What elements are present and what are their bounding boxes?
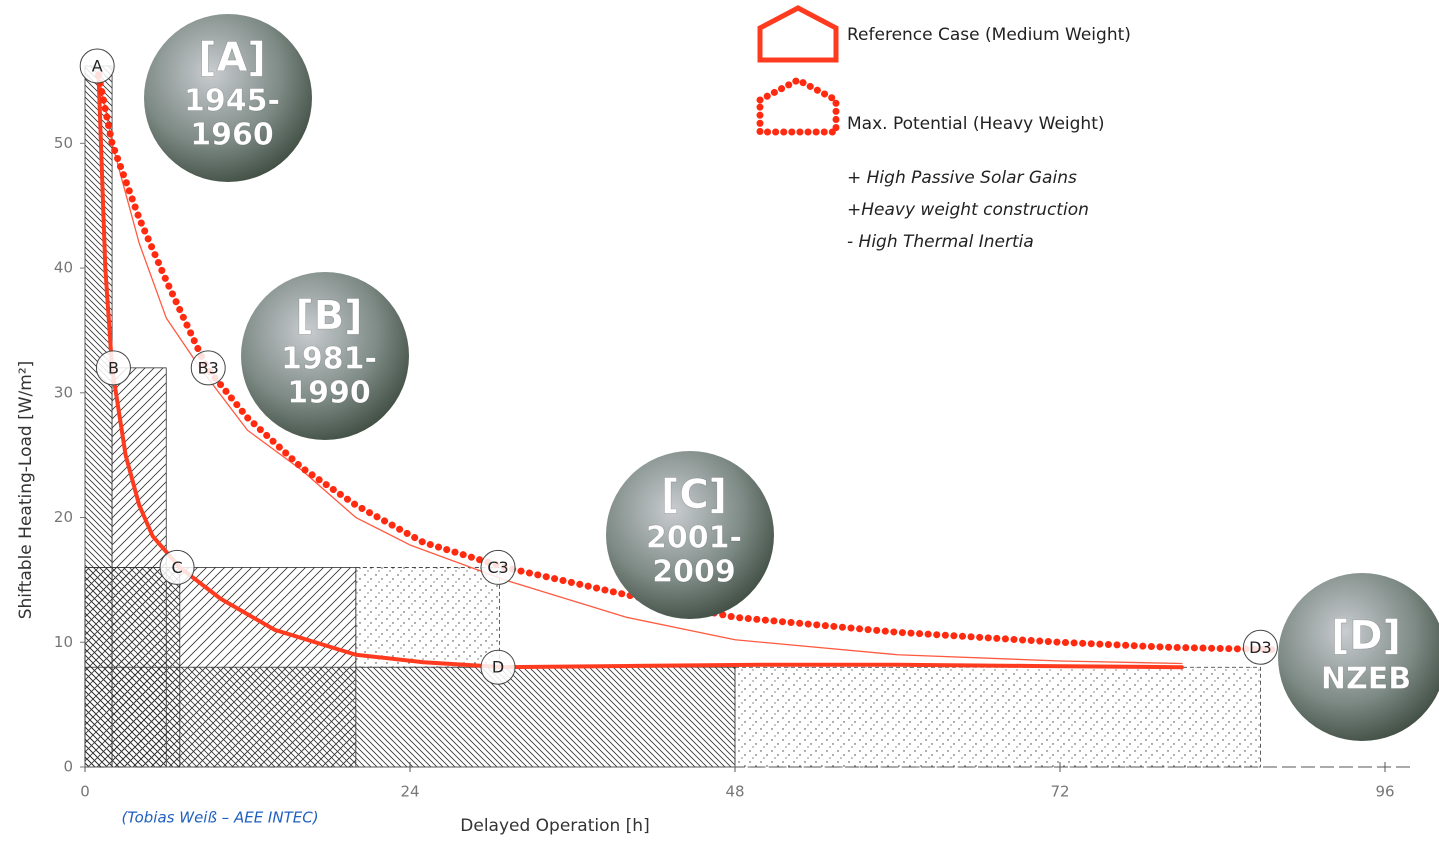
x-tick-label: 24 [400, 783, 419, 801]
photo-years: 1960 [190, 118, 274, 153]
note: + High Passive Solar Gains [847, 168, 1077, 188]
point-label: A [92, 57, 103, 76]
photo [241, 272, 409, 440]
photo-years: 1945- [184, 84, 280, 119]
point-marker [159, 549, 195, 585]
point-marker [95, 350, 131, 386]
y-tick-label: 20 [54, 508, 73, 526]
y-tick-label: 30 [54, 383, 73, 401]
point-label: D3 [1249, 638, 1272, 657]
legend-label: Reference Case (Medium Weight) [847, 25, 1131, 45]
hatched-region [84, 65, 113, 768]
x-tick-label: 48 [725, 783, 744, 801]
photo-tag: [A] [198, 35, 266, 81]
series-line [97, 74, 1183, 665]
y-axis-label: Shiftable Heating-Load [W/m²] [16, 361, 36, 620]
hatched-region [355, 567, 500, 668]
point-label: C [171, 558, 182, 577]
photo-years: 1990 [287, 376, 371, 411]
photo-years: NZEB [1321, 662, 1411, 697]
point-label: C3 [487, 558, 508, 577]
photo-years: 1981- [281, 342, 377, 377]
y-tick-label: 50 [54, 134, 73, 152]
note: +Heavy weight construction [847, 200, 1089, 220]
photo-tag: [C] [661, 472, 727, 518]
x-tick-label: 72 [1050, 783, 1069, 801]
y-tick-label: 0 [63, 758, 73, 776]
note: - High Thermal Inertia [847, 232, 1034, 252]
point-marker [480, 549, 516, 585]
photo-years: 2001- [646, 521, 742, 556]
legend-icon [756, 76, 840, 136]
series-line [95, 71, 1281, 654]
x-axis-label: Delayed Operation [h] [460, 816, 649, 836]
point-label: B3 [198, 358, 219, 377]
series-line [96, 72, 1184, 670]
hatched-region [734, 666, 1261, 768]
point-label: D [492, 658, 504, 677]
point-marker [1242, 629, 1278, 665]
legend-label: Max. Potential (Heavy Weight) [847, 114, 1105, 134]
point-label: B [108, 358, 119, 377]
y-tick-label: 40 [54, 259, 73, 277]
point-marker [190, 350, 226, 386]
credit: (Tobias Weiß – AEE INTEC) [121, 809, 318, 827]
photo [144, 14, 312, 182]
legend-icon [757, 5, 839, 63]
photo-tag: [B] [295, 293, 362, 339]
photo [1278, 573, 1439, 741]
x-tick-label: 0 [80, 783, 90, 801]
y-tick-label: 10 [54, 633, 73, 651]
photo-tag: [D] [1331, 613, 1401, 659]
photo-years: 2009 [652, 555, 736, 590]
point-marker [79, 48, 115, 84]
point-marker [480, 649, 516, 685]
x-tick-label: 96 [1375, 783, 1394, 801]
photo [606, 451, 774, 619]
